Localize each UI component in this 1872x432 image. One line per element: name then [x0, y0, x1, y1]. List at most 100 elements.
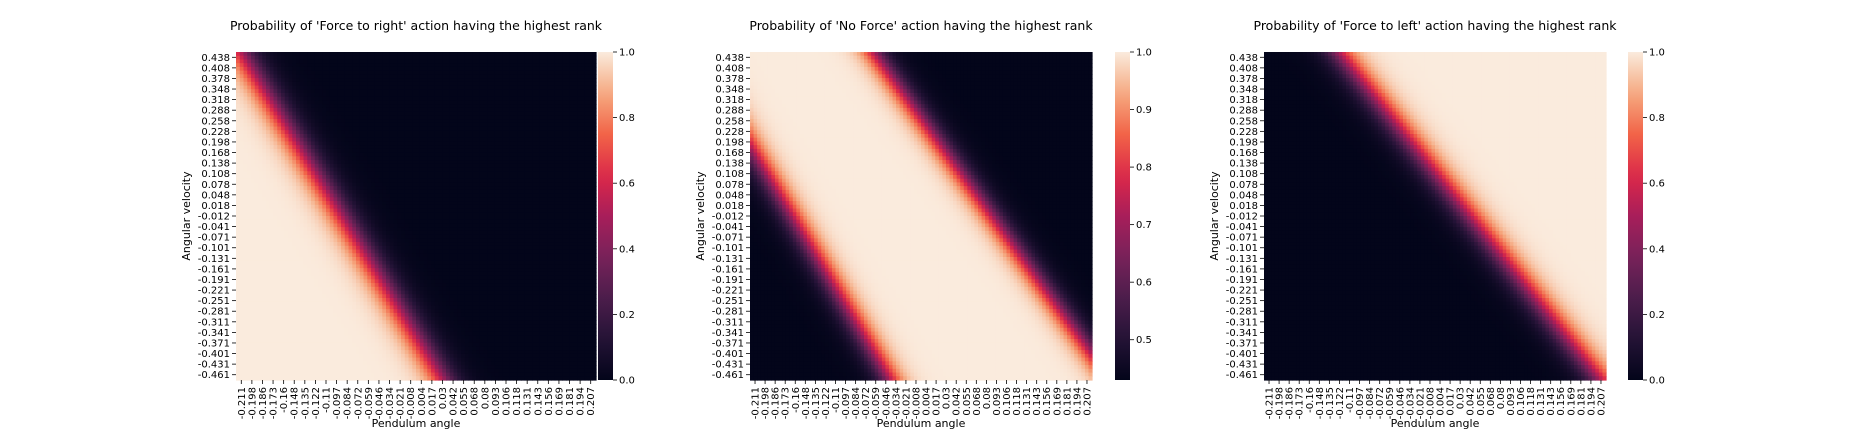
heatmap-cell: [405, 93, 409, 97]
heatmap-cell: [491, 238, 495, 242]
heatmap-cell: [439, 216, 443, 220]
heatmap-cell: [247, 93, 251, 97]
heatmap-cell: [420, 209, 424, 213]
heatmap-cell: [281, 156, 285, 160]
heatmap-cell: [577, 156, 581, 160]
heatmap-cell: [390, 119, 394, 123]
heatmap-cell: [405, 175, 409, 179]
heatmap-cell: [367, 231, 371, 235]
heatmap-cell: [375, 112, 379, 116]
heatmap-cell: [529, 119, 533, 123]
heatmap-cell: [555, 100, 559, 104]
heatmap-cell: [487, 205, 491, 209]
heatmap-cell: [334, 127, 338, 131]
heatmap-cell: [416, 127, 420, 131]
heatmap-cell: [566, 190, 570, 194]
heatmap-cell: [416, 182, 420, 186]
heatmap-cell: [570, 186, 574, 190]
heatmap-cell: [300, 149, 304, 153]
heatmap-cell: [300, 231, 304, 235]
heatmap-cell: [416, 97, 420, 101]
heatmap-cell: [521, 194, 525, 198]
heatmap-cell: [559, 212, 563, 216]
heatmap-cell: [570, 212, 574, 216]
heatmap-cell: [397, 242, 401, 246]
heatmap-cell: [409, 175, 413, 179]
heatmap-cell: [514, 115, 518, 119]
heatmap-cell: [401, 156, 405, 160]
heatmap-cell: [431, 86, 435, 90]
heatmap-cell: [439, 160, 443, 164]
heatmap-cell: [427, 149, 431, 153]
heatmap-cell: [330, 86, 334, 90]
heatmap-cell: [274, 108, 278, 112]
heatmap-cell: [465, 168, 469, 172]
heatmap-cell: [506, 168, 510, 172]
heatmap-cell: [300, 205, 304, 209]
heatmap-cell: [446, 231, 450, 235]
heatmap-cell: [472, 242, 476, 246]
heatmap-cell: [412, 153, 416, 157]
heatmap-cell: [390, 130, 394, 134]
heatmap-cell: [502, 160, 506, 164]
heatmap-cell: [420, 201, 424, 205]
heatmap-cell: [397, 71, 401, 75]
heatmap-cell: [367, 205, 371, 209]
heatmap-cell: [394, 86, 398, 90]
heatmap-cell: [491, 242, 495, 246]
heatmap-cell: [240, 168, 244, 172]
heatmap-cell: [319, 149, 323, 153]
heatmap-cell: [585, 104, 589, 108]
heatmap-cell: [476, 86, 480, 90]
heatmap-cell: [431, 82, 435, 86]
heatmap-cell: [337, 205, 341, 209]
heatmap-cell: [307, 119, 311, 123]
heatmap-cell: [495, 235, 499, 239]
heatmap-cell: [319, 168, 323, 172]
heatmap-cell: [352, 119, 356, 123]
heatmap-cell: [255, 59, 259, 63]
heatmap-cell: [262, 119, 266, 123]
heatmap-cell: [510, 149, 514, 153]
heatmap-cell: [334, 153, 338, 157]
heatmap-cell: [514, 194, 518, 198]
heatmap-cell: [375, 59, 379, 63]
heatmap-cell: [382, 190, 386, 194]
heatmap-cell: [532, 194, 536, 198]
heatmap-cell: [480, 123, 484, 127]
heatmap-cell: [544, 171, 548, 175]
heatmap-cell: [356, 93, 360, 97]
heatmap-cell: [491, 108, 495, 112]
heatmap-cell: [375, 97, 379, 101]
heatmap-cell: [270, 97, 274, 101]
heatmap-cell: [251, 197, 255, 201]
heatmap-cell: [251, 108, 255, 112]
heatmap-cell: [439, 71, 443, 75]
heatmap-cell: [472, 153, 476, 157]
heatmap-cell: [356, 78, 360, 82]
heatmap-cell: [581, 242, 585, 246]
heatmap-cell: [319, 227, 323, 231]
heatmap-cell: [292, 63, 296, 67]
heatmap-cell: [491, 52, 495, 56]
heatmap-cell: [262, 123, 266, 127]
heatmap-cell: [247, 238, 251, 242]
heatmap-cell: [521, 242, 525, 246]
heatmap-cell: [562, 112, 566, 116]
heatmap-cell: [386, 175, 390, 179]
heatmap-cell: [401, 164, 405, 168]
heatmap-cell: [349, 63, 353, 67]
heatmap-cell: [454, 108, 458, 112]
heatmap-cell: [559, 82, 563, 86]
heatmap-cell: [371, 56, 375, 60]
heatmap-cell: [255, 74, 259, 78]
heatmap-cell: [499, 186, 503, 190]
heatmap-cell: [255, 238, 259, 242]
heatmap-cell: [495, 194, 499, 198]
heatmap-cell: [386, 112, 390, 116]
heatmap-cell: [292, 86, 296, 90]
heatmap-cell: [547, 220, 551, 224]
heatmap-cell: [499, 171, 503, 175]
heatmap-cell: [412, 104, 416, 108]
heatmap-cell: [510, 182, 514, 186]
